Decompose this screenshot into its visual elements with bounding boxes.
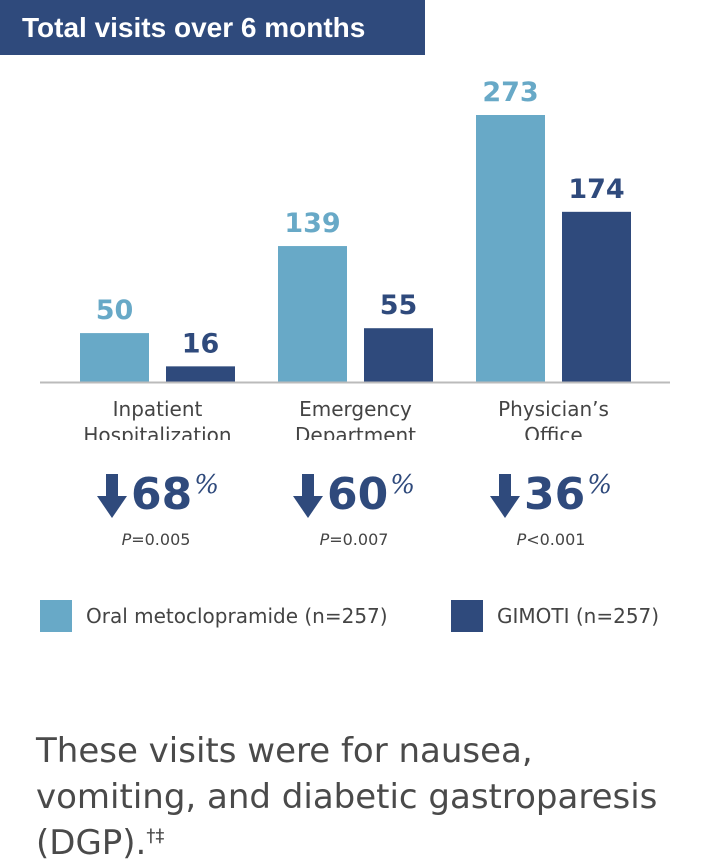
bar-oral-1 (278, 246, 347, 382)
data-label: 55 (380, 290, 418, 321)
footnote: These visits were for nausea, vomiting, … (36, 728, 696, 866)
reduction-value: 68 (131, 469, 193, 520)
data-label: 174 (568, 174, 624, 205)
footnote-text: These visits were for nausea, vomiting, … (36, 731, 658, 863)
percent-sign: % (390, 470, 415, 500)
legend-label-gimoti: GIMOTI (n=257) (497, 604, 660, 628)
category-label: Inpatient (113, 397, 203, 421)
data-label: 273 (482, 77, 538, 108)
bar-chart: 50 16 Inpatient Hospitalization 139 55 Emergen… (40, 77, 670, 440)
down-arrow-icon (97, 474, 128, 518)
down-arrow-icon (293, 474, 324, 518)
legend-item-gimoti: GIMOTI (n=257) (451, 600, 659, 632)
category-label: Emergency (299, 397, 412, 421)
legend-swatch-gimoti (451, 600, 483, 632)
category-label: Department (295, 423, 416, 440)
chart-title: Total visits over 6 months (0, 0, 425, 55)
p-value-text: =0.005 (131, 530, 191, 549)
legend-item-oral: Oral metoclopramide (n=257) (40, 600, 388, 632)
legend-label-oral: Oral metoclopramide (n=257) (86, 604, 388, 628)
p-letter: P (121, 530, 132, 549)
reduction-inpatient: 68 % (63, 470, 253, 520)
reduction-physician: 36 % (456, 470, 646, 520)
percent-sign: % (587, 470, 612, 500)
p-value-inpatient: P=0.005 (61, 530, 251, 549)
bar-oral-2 (476, 115, 545, 382)
p-value-emergency: P=0.007 (259, 530, 449, 549)
bar-gimoti-1 (364, 328, 433, 382)
reduction-emergency: 60 % (259, 470, 449, 520)
category-label: Physician’s (498, 397, 609, 421)
p-value-text: <0.001 (526, 530, 586, 549)
bar-gimoti-2 (562, 211, 631, 382)
category-label: Hospitalization (83, 423, 231, 440)
data-label: 16 (182, 328, 220, 359)
footnote-marks: †‡ (146, 825, 165, 847)
p-letter: P (516, 530, 527, 549)
category-label: Office (524, 423, 582, 440)
p-value-physician: P<0.001 (456, 530, 646, 549)
data-label: 139 (284, 208, 340, 239)
legend-swatch-oral (40, 600, 72, 632)
p-value-text: =0.007 (329, 530, 389, 549)
down-arrow-icon (490, 474, 521, 518)
percent-sign: % (194, 470, 219, 500)
p-letter: P (319, 530, 330, 549)
reduction-value: 36 (524, 469, 586, 520)
bar-gimoti-0 (166, 366, 235, 382)
bar-oral-0 (80, 333, 149, 382)
reduction-value: 60 (327, 469, 389, 520)
data-label: 50 (96, 295, 134, 326)
